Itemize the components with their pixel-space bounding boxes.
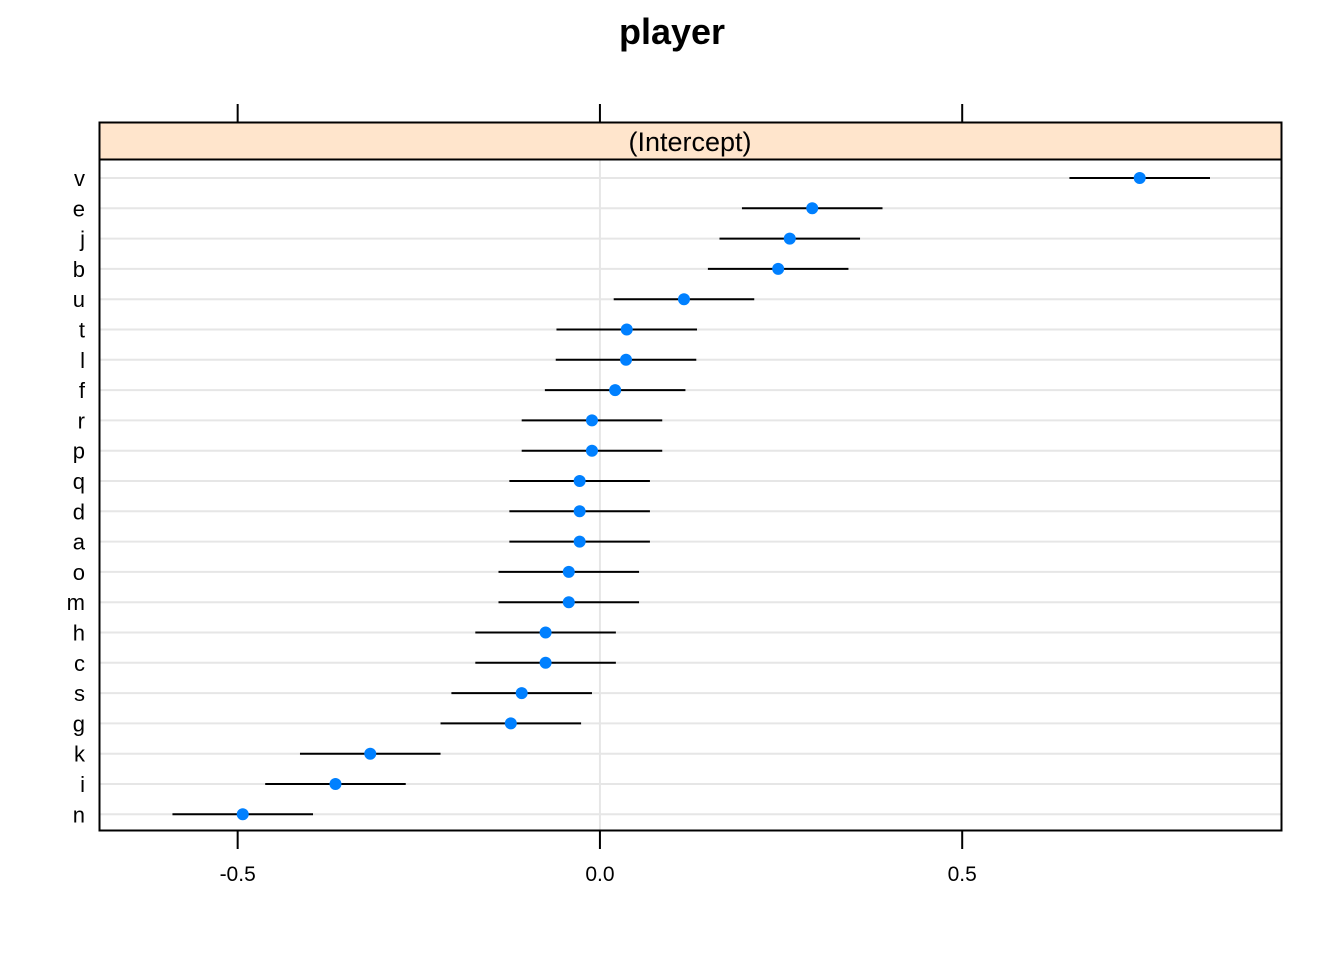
category-label-l: l xyxy=(80,348,85,373)
category-label-s: s xyxy=(74,681,85,706)
category-label-u: u xyxy=(73,287,85,312)
point-f xyxy=(609,384,622,397)
chart-marks xyxy=(172,172,1210,821)
category-label-k: k xyxy=(74,742,86,767)
category-label-n: n xyxy=(73,802,85,827)
panel-border xyxy=(98,158,1283,832)
point-p xyxy=(585,444,598,457)
point-h xyxy=(539,626,552,639)
category-label-b: b xyxy=(73,257,85,282)
point-q xyxy=(573,475,586,487)
category-label-g: g xyxy=(73,711,85,736)
bottom-axis: -0.5 0.0 0.5 xyxy=(220,831,977,886)
point-n xyxy=(236,808,249,821)
x-tick-label: 0.0 xyxy=(585,863,614,886)
point-o xyxy=(562,565,575,578)
category-label-q: q xyxy=(73,469,85,494)
grid-lines xyxy=(100,160,1281,830)
point-l xyxy=(620,353,633,366)
point-a xyxy=(573,535,586,548)
category-label-v: v xyxy=(74,166,85,191)
top-axis xyxy=(236,104,964,122)
category-label-t: t xyxy=(79,318,85,343)
point-c xyxy=(539,656,552,669)
category-label-p: p xyxy=(73,439,85,464)
category-label-c: c xyxy=(74,651,85,676)
category-label-a: a xyxy=(73,530,86,555)
point-i xyxy=(329,778,342,790)
point-g xyxy=(504,717,517,730)
x-tick-label: -0.5 xyxy=(220,863,256,886)
point-t xyxy=(620,323,633,336)
point-d xyxy=(573,505,586,518)
point-b xyxy=(772,262,785,275)
point-m xyxy=(562,596,575,609)
category-label-d: d xyxy=(73,499,85,524)
category-label-i: i xyxy=(80,772,85,797)
category-label-r: r xyxy=(78,408,85,433)
point-e xyxy=(806,202,819,215)
strip-background xyxy=(98,121,1283,161)
category-label-j: j xyxy=(79,227,85,252)
category-label-m: m xyxy=(67,590,85,615)
category-label-f: f xyxy=(79,378,86,403)
category-label-h: h xyxy=(73,621,85,646)
point-k xyxy=(364,747,377,760)
point-r xyxy=(585,414,598,427)
point-s xyxy=(515,687,528,700)
category-label-o: o xyxy=(73,560,85,585)
strip-label: (Intercept) xyxy=(628,127,751,157)
category-label-e: e xyxy=(73,196,85,221)
point-u xyxy=(677,293,690,306)
point-j xyxy=(783,232,796,245)
point-v xyxy=(1133,172,1146,184)
chart-title: player xyxy=(619,11,725,52)
x-tick-label: 0.5 xyxy=(948,863,977,886)
